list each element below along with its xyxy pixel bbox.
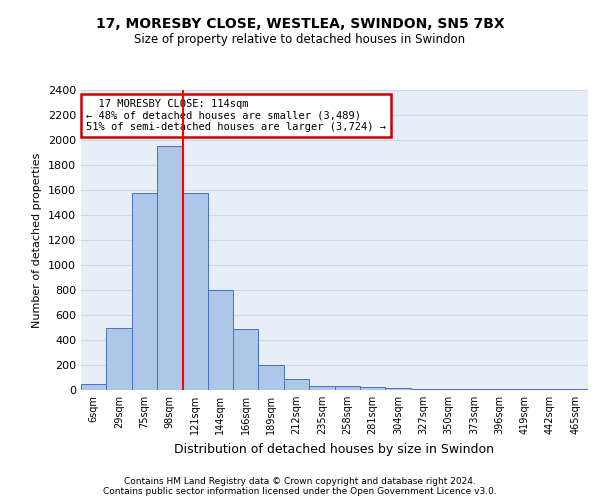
Bar [385, 388, 410, 390]
Bar [106, 328, 132, 390]
Bar [157, 146, 182, 390]
Text: 17 MORESBY CLOSE: 114sqm
← 48% of detached houses are smaller (3,489)
51% of sem: 17 MORESBY CLOSE: 114sqm ← 48% of detach… [86, 99, 386, 132]
Bar [81, 384, 106, 390]
Text: Contains HM Land Registry data © Crown copyright and database right 2024.: Contains HM Land Registry data © Crown c… [124, 477, 476, 486]
Bar [335, 386, 360, 390]
Text: Size of property relative to detached houses in Swindon: Size of property relative to detached ho… [134, 32, 466, 46]
Bar [284, 379, 309, 390]
Text: Contains public sector information licensed under the Open Government Licence v3: Contains public sector information licen… [103, 487, 497, 496]
Bar [360, 387, 385, 390]
Bar [208, 290, 233, 390]
Bar [259, 365, 284, 390]
Bar [132, 192, 157, 390]
Y-axis label: Number of detached properties: Number of detached properties [32, 152, 43, 328]
Bar [233, 329, 259, 390]
Bar [182, 192, 208, 390]
Text: 17, MORESBY CLOSE, WESTLEA, SWINDON, SN5 7BX: 17, MORESBY CLOSE, WESTLEA, SWINDON, SN5… [95, 18, 505, 32]
Bar [309, 386, 335, 390]
X-axis label: Distribution of detached houses by size in Swindon: Distribution of detached houses by size … [175, 442, 494, 456]
